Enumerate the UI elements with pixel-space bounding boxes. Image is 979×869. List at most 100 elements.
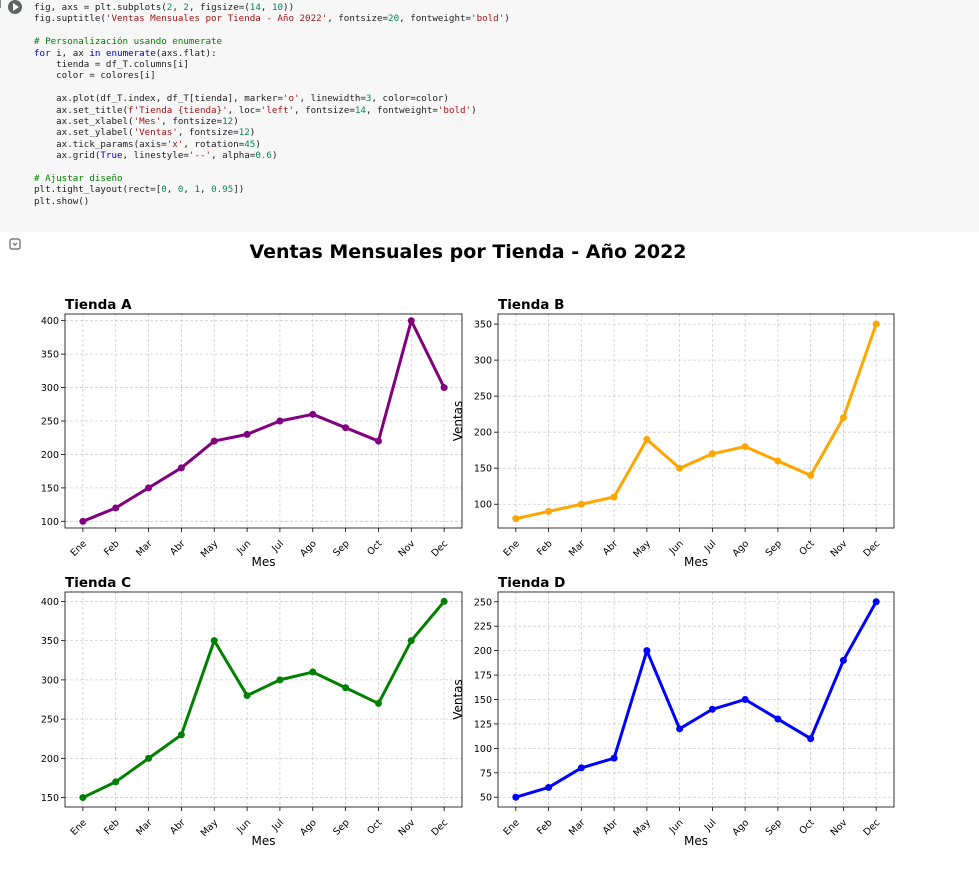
code-token: 0 [177,184,184,196]
x-tick-label: May [631,817,653,839]
series-line [515,601,878,799]
code-token: , [260,2,272,13]
code-token: 'Ventas' [133,127,178,139]
y-tick-label: 350 [474,320,492,331]
x-tick-label: Sep [764,538,784,558]
data-point [374,437,382,445]
data-point [610,754,618,762]
y-axis-label: Ventas [30,401,32,442]
code-token: , color=color) [371,93,449,105]
code-token: 20 [388,13,400,25]
x-tick-label: Dec [862,817,883,838]
x-tick-label: Jun [234,538,253,557]
code-token: 0.6 [255,150,272,162]
code-token: ]) [233,184,245,196]
x-tick-label: Abr [601,817,620,836]
y-axis-label: Ventas [451,679,465,720]
code-token: ) [249,127,256,139]
data-point [79,794,87,802]
code-line: ax.set_title(f'Tienda {tienda}', loc='le… [34,105,510,116]
x-tick-label: Sep [764,817,784,837]
output-toggle-icon[interactable] [8,236,22,250]
x-tick-label: Dec [429,817,450,838]
axes-frame [64,591,463,808]
code-token: 'Ventas Mensuales por Tienda - Año 2022' [105,13,328,25]
data-point [112,778,120,786]
y-tick-label: 150 [41,793,59,804]
code-token: ax.grid( [34,150,101,162]
code-line: ax.plot(df_T.index, df_T[tienda], marker… [34,93,510,104]
data-point [839,656,847,664]
data-point [872,320,880,328]
code-line: color = colores[i] [34,70,510,81]
code-token: , fontsize= [294,104,355,116]
subplot-d: 50 75 100 125 150 175 200 225 250 Ene Feb Mar Abr May… [451,575,895,848]
code-token: enumerate [105,47,156,59]
data-point [210,637,218,645]
x-tick-label: Ago [731,538,752,559]
x-tick-label: Sep [331,538,351,558]
code-token: , linewidth= [299,93,366,105]
code-token: ) [504,13,510,25]
code-token: , linestyle= [122,150,189,162]
subplot-b: 100 150 200 250 300 350 Ene Feb Mar Abr May Jun Jul A… [451,297,895,569]
code-token: fig, axs = plt.subplots( [34,2,167,13]
data-point [545,783,553,791]
y-tick-label: 300 [474,356,492,367]
data-point [276,676,284,684]
data-point [79,517,87,525]
code-line: ax.set_ylabel('Ventas', fontsize=12) [34,127,510,138]
code-token: 'x' [166,138,184,150]
y-tick-label: 350 [41,350,59,361]
code-token: for [34,47,51,59]
y-tick-label: 250 [41,715,59,726]
code-token: ax.plot(df_T.index, df_T[tienda], marker… [34,93,283,105]
code-token: i, ax [50,47,90,59]
code-line: tienda = df_T.columns[i] [34,59,510,70]
data-point [407,317,415,325]
x-tick-label: Abr [168,817,187,836]
x-tick-label: Jun [667,538,686,557]
code-token: , loc= [227,104,261,116]
data-point [643,435,651,443]
chart-figure: Ventas Mensuales por Tienda - Año 2022 1… [18,232,979,865]
x-tick-label: Ene [502,817,523,838]
data-point [577,500,585,508]
y-tick-label: 225 [474,622,492,633]
x-tick-label: Mar [134,538,155,559]
data-point [774,715,782,723]
code-line: ax.tick_params(axis='x', rotation=45) [34,139,510,150]
data-point [177,731,185,739]
y-axis-label: Ventas [30,679,32,720]
x-tick-label: Nov [397,817,418,838]
x-tick-label: Ago [298,538,319,559]
code-token: 1 [194,184,201,196]
run-cell-button[interactable] [8,0,22,14]
code-token: 45 [244,138,256,150]
code-line: # Ajustar diseño [34,173,510,184]
code-cell[interactable]: fig, axs = plt.subplots(2, 2, figsize=(1… [0,0,979,232]
x-tick-label: Dec [862,538,883,559]
x-tick-label: Abr [601,538,620,557]
code-editor[interactable]: fig, axs = plt.subplots(2, 2, figsize=(1… [34,2,510,207]
data-point [243,692,251,700]
code-token: plt.show() [34,195,90,207]
data-point [112,504,120,512]
x-axis-label: Mes [684,555,708,569]
x-axis-label: Mes [684,834,708,848]
y-tick-label: 100 [41,517,59,528]
code-token: ax.set_xlabel( [34,115,134,127]
series-line [82,319,446,523]
data-point [440,597,448,605]
code-token: , fontweight= [399,13,472,25]
y-tick-label: 200 [474,428,492,439]
code-token: , fontsize= [327,13,389,25]
code-token: ) [233,115,239,127]
y-tick-label: 75 [480,768,492,779]
data-point [440,384,448,392]
data-point [177,464,185,472]
code-token: , [183,184,195,196]
x-tick-label: Oct [797,538,817,558]
x-tick-label: Sep [331,817,351,837]
y-tick-label: 150 [474,464,492,475]
